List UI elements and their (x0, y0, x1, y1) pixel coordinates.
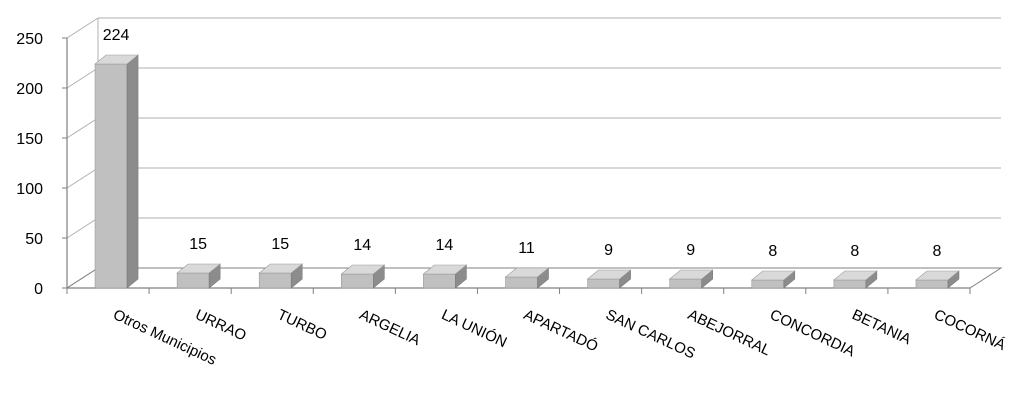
y-tick-label: 50 (25, 231, 43, 248)
bar-front (915, 279, 949, 289)
y-tick-label: 100 (16, 181, 43, 198)
bar-front (258, 272, 292, 289)
x-tick-label: COCORNÁ (931, 306, 1008, 354)
bar-top (915, 270, 960, 281)
x-tick-label: ARGELIA (357, 306, 423, 349)
bar-top (833, 270, 878, 281)
bar-top (504, 267, 550, 278)
x-tick-label: LA UNIÓN (439, 306, 510, 351)
gridline-diagonal (66, 17, 99, 39)
bar-front (341, 273, 374, 289)
y-tick-label: 0 (34, 281, 43, 298)
data-label: 11 (518, 240, 535, 257)
y-tick-label: 250 (16, 31, 43, 48)
bar (504, 267, 550, 289)
bar (176, 263, 221, 289)
y-tick-label: 200 (16, 81, 43, 98)
data-label: 9 (604, 242, 613, 259)
bar-top (258, 263, 304, 274)
x-tick-label: URRAO (193, 306, 249, 344)
data-label: 8 (933, 243, 942, 260)
bar (668, 269, 714, 289)
x-tick-label: SAN CARLOS (603, 306, 698, 362)
data-label: 8 (768, 243, 777, 260)
bar-front (587, 278, 620, 289)
x-tick-label: TURBO (275, 306, 330, 344)
bar-top (750, 270, 796, 281)
x-tick-label: CONCORDIA (767, 306, 857, 360)
bar-side (126, 54, 139, 289)
bar (586, 269, 632, 289)
bar (750, 270, 796, 289)
bar-top (340, 264, 386, 275)
data-label: 8 (850, 243, 859, 260)
bar-top (422, 264, 468, 275)
gridline-diagonal (66, 117, 99, 139)
data-label: 9 (686, 242, 695, 259)
x-tick-label: BETANIA (849, 306, 913, 348)
bar-top (176, 263, 221, 274)
gridline-diagonal (66, 67, 99, 89)
x-tick-label: APARTADÓ (521, 306, 601, 355)
bar (94, 54, 139, 289)
bar-front (423, 273, 456, 289)
bar-front (94, 63, 128, 289)
bar-front (751, 279, 785, 289)
bar-top (668, 269, 714, 280)
y-tick-label: 150 (16, 131, 43, 148)
gridline-diagonal (66, 167, 99, 189)
bar-front (505, 276, 538, 289)
bar (915, 270, 960, 289)
x-tick-label: ABEJORRAL (685, 306, 773, 359)
data-label: 14 (436, 237, 454, 254)
bars (94, 54, 960, 289)
bar-front (176, 272, 210, 289)
bar (833, 270, 878, 289)
data-label: 14 (353, 237, 371, 254)
data-label: 15 (271, 236, 289, 253)
bar (258, 263, 304, 289)
bar-front (833, 279, 867, 289)
bar-top (94, 54, 139, 65)
data-label: 224 (103, 27, 130, 44)
data-label: 15 (189, 236, 207, 253)
bar (422, 264, 468, 289)
bar-top (586, 269, 632, 280)
gridline-diagonal (66, 217, 99, 239)
bar (340, 264, 386, 289)
bar-front (669, 278, 702, 289)
